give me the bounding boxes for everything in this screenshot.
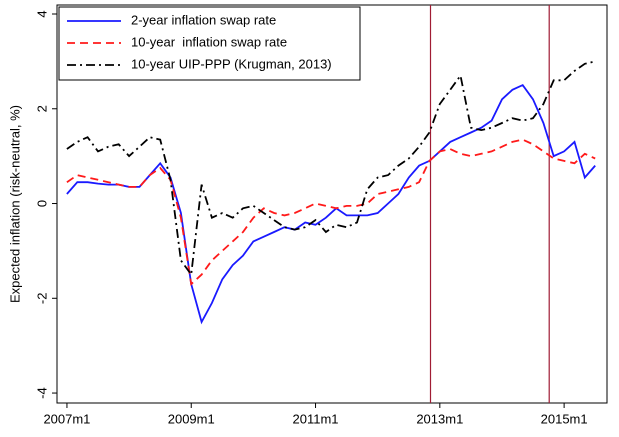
x-tick-label: 2013m1 [416,411,463,426]
x-tick-label: 2009m1 [168,411,215,426]
y-tick-label: -2 [34,293,49,305]
x-tick-label: 2007m1 [43,411,90,426]
y-tick-label: 0 [34,200,49,207]
series-line [66,60,596,277]
series-line [66,138,596,286]
y-tick-label: 2 [34,105,49,112]
x-tick-label: 2011m1 [293,411,339,426]
series-line [66,83,596,325]
y-tick-label: 4 [34,10,49,17]
x-tick-label: 2015m1 [541,411,588,426]
y-axis-label: Expected inflation (risk-neutral, %) [7,105,22,303]
legend-label: 10-year inflation swap rate [131,34,287,49]
legend-label: 10-year UIP-PPP (Krugman, 2013) [131,56,332,71]
y-tick-label: -4 [34,387,49,399]
legend-label: 2-year inflation swap rate [131,12,276,27]
